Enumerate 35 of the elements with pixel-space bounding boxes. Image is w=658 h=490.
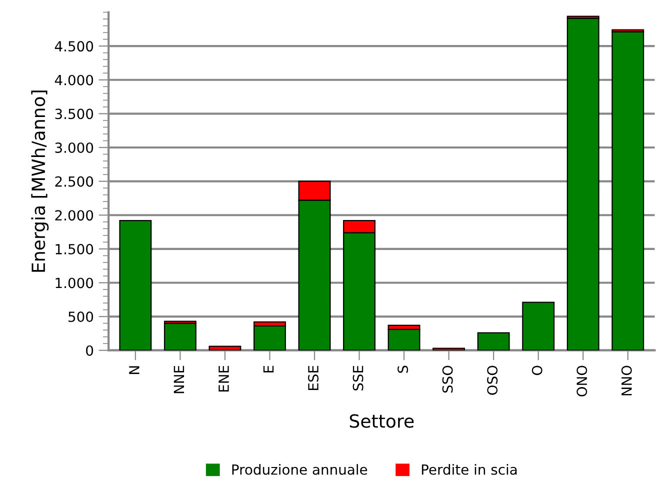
bar xyxy=(208,346,242,350)
bar xyxy=(119,220,152,350)
bar xyxy=(566,18,600,350)
y-tick-label: 3.500 xyxy=(55,108,94,120)
x-tick-label: NNE xyxy=(174,366,184,394)
bar xyxy=(522,302,555,350)
y-axis-title: Energia [MWh/anno] xyxy=(31,90,49,272)
x-tick-label: ONO xyxy=(576,366,588,396)
y-tick-label: 4.500 xyxy=(54,41,94,52)
y-tick-label: 0 xyxy=(86,345,94,356)
x-tick-label: N xyxy=(129,366,140,374)
x-tick-label: SSO xyxy=(442,366,453,393)
x-tick-label: NNO xyxy=(621,366,632,396)
x-axis-title: Settore xyxy=(350,414,414,428)
x-tick-label: E xyxy=(263,366,274,372)
x-tick-label: OSO xyxy=(487,366,498,395)
legend-label: Produzione annuale xyxy=(232,464,368,475)
bar xyxy=(388,328,420,350)
bar xyxy=(164,322,196,350)
x-tick-label: SSE xyxy=(352,366,364,390)
y-tick-label: 1.000 xyxy=(56,278,94,288)
x-tick-label: S xyxy=(398,366,408,373)
y-tick-label: 3.000 xyxy=(55,142,94,153)
y-tick-label: 4.000 xyxy=(54,74,94,86)
bar xyxy=(477,332,510,350)
x-tick-label: ESE xyxy=(308,366,319,390)
y-tick-label: 2.000 xyxy=(55,210,94,221)
legend-label: Perdite in scia xyxy=(422,464,517,475)
y-tick-label: 1.500 xyxy=(56,244,94,254)
x-tick-label: ENE xyxy=(218,366,229,392)
bar xyxy=(254,325,286,350)
y-tick-label: 2.500 xyxy=(55,176,94,187)
y-tick-label: 500 xyxy=(68,312,94,322)
x-tick-label: O xyxy=(532,366,542,376)
bar xyxy=(612,31,644,350)
